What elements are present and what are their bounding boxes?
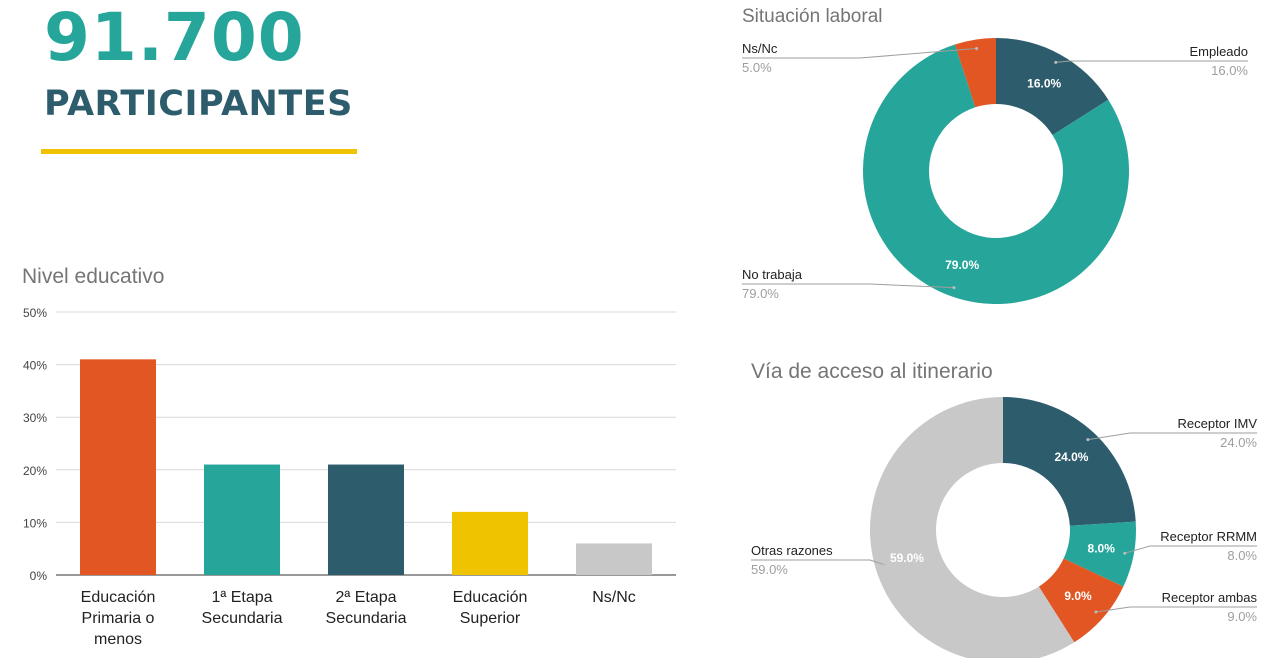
access-donut-chart: Vía de acceso al itinerario 24.0% 8.0% 9.0… (700, 350, 1267, 658)
access-slice-value: 8.0% (1088, 542, 1116, 556)
bar-category-label: 1ª Etapa Secundaria (202, 589, 283, 627)
bar-category-label: Ns/Nc (592, 589, 636, 606)
employment-slice-pct: 16.0% (1211, 63, 1248, 78)
bar-chart-title: Nivel educativo (22, 265, 164, 288)
access-slice-value: 59.0% (890, 551, 924, 565)
bar-0 (80, 359, 156, 575)
access-slice-label: Otras razones (751, 543, 833, 558)
title-underline (41, 149, 357, 154)
participants-label: PARTICIPANTES (44, 82, 353, 126)
bar-y-tick-label: 30% (23, 411, 47, 425)
bar-y-tick-label: 50% (23, 306, 47, 320)
employment-slice-value: 79.0% (945, 258, 979, 272)
access-slice-value: 9.0% (1064, 589, 1092, 603)
bar-chart-bars (80, 359, 652, 575)
bar-3 (452, 512, 528, 575)
bar-4 (576, 543, 652, 575)
access-slice-pct: 9.0% (1227, 609, 1257, 624)
bar-1 (204, 465, 280, 575)
education-bar-chart: Nivel educativo 0% 10% 20% 30% 40% 50% Educac… (0, 255, 700, 658)
bar-chart-x-axis: Educación Primaria o menos 1ª Etapa Secundar… (81, 589, 636, 648)
bar-category-label: 2ª Etapa Secundaria (326, 589, 407, 627)
employment-slice-label: Ns/Nc (742, 41, 778, 56)
access-slice-label: Receptor RRMM (1160, 529, 1257, 544)
bar-y-tick-label: 40% (23, 359, 47, 373)
employment-chart-title: Situación laboral (742, 6, 882, 27)
access-slice-value: 24.0% (1054, 450, 1088, 464)
bar-2 (328, 465, 404, 575)
bar-y-tick-label: 10% (23, 516, 47, 530)
employment-donut-chart: Situación laboral 16.0% 79.0% Empleado 16.… (700, 0, 1267, 325)
bar-y-tick-label: 20% (23, 464, 47, 478)
employment-slice-value: 16.0% (1027, 76, 1061, 90)
access-slice-label: Receptor IMV (1178, 416, 1258, 431)
access-chart-title: Vía de acceso al itinerario (751, 360, 993, 383)
access-slice-pct: 8.0% (1227, 548, 1257, 563)
bar-category-label: Educación Superior (453, 589, 528, 627)
bar-category-label: Educación Primaria o menos (81, 589, 156, 648)
bar-y-tick-label: 0% (30, 569, 48, 583)
access-slice-pct: 59.0% (751, 562, 788, 577)
access-slice-label: Receptor ambas (1162, 590, 1258, 605)
access-slice-pct: 24.0% (1220, 435, 1257, 450)
employment-slice-pct: 5.0% (742, 60, 772, 75)
bar-chart-y-axis: 0% 10% 20% 30% 40% 50% (23, 306, 47, 583)
employment-slice-pct: 79.0% (742, 286, 779, 301)
employment-slice-label: No trabaja (742, 267, 803, 282)
participants-count: 91.700 (44, 0, 305, 76)
employment-slice-label: Empleado (1189, 44, 1248, 59)
